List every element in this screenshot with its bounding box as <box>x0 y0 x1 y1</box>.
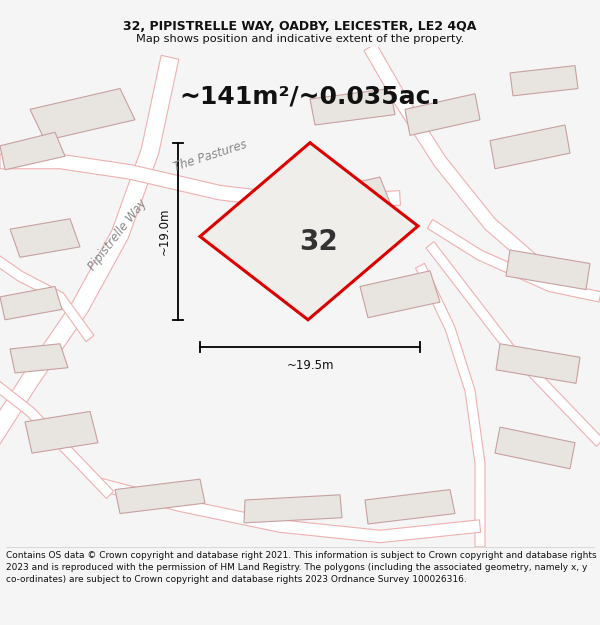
Polygon shape <box>405 94 480 136</box>
Polygon shape <box>200 142 418 320</box>
Polygon shape <box>30 89 135 141</box>
Text: The Pastures: The Pastures <box>172 138 248 174</box>
Polygon shape <box>426 241 600 446</box>
Text: 32, PIPISTRELLE WAY, OADBY, LEICESTER, LE2 4QA: 32, PIPISTRELLE WAY, OADBY, LEICESTER, L… <box>124 20 476 32</box>
Polygon shape <box>10 219 80 258</box>
Polygon shape <box>510 66 578 96</box>
Polygon shape <box>0 286 62 320</box>
Polygon shape <box>360 271 440 318</box>
Polygon shape <box>427 219 600 302</box>
Polygon shape <box>25 411 98 453</box>
Polygon shape <box>364 43 554 282</box>
Polygon shape <box>0 251 94 342</box>
Text: ~19.0m: ~19.0m <box>157 208 170 255</box>
Polygon shape <box>495 427 575 469</box>
Polygon shape <box>496 344 580 383</box>
Polygon shape <box>0 154 400 211</box>
Text: ~141m²/~0.035ac.: ~141m²/~0.035ac. <box>179 85 440 109</box>
Polygon shape <box>310 89 395 125</box>
Polygon shape <box>506 250 590 289</box>
Polygon shape <box>0 55 179 448</box>
Text: Contains OS data © Crown copyright and database right 2021. This information is : Contains OS data © Crown copyright and d… <box>6 551 596 584</box>
Polygon shape <box>244 495 342 523</box>
Polygon shape <box>115 479 205 514</box>
Text: Map shows position and indicative extent of the property.: Map shows position and indicative extent… <box>136 34 464 44</box>
Polygon shape <box>0 132 65 170</box>
Text: Pipistrelle Way: Pipistrelle Way <box>86 196 150 272</box>
Polygon shape <box>365 489 455 524</box>
Polygon shape <box>10 344 68 373</box>
Polygon shape <box>416 263 485 547</box>
Polygon shape <box>98 478 481 542</box>
Polygon shape <box>0 376 113 499</box>
Polygon shape <box>310 177 395 231</box>
Polygon shape <box>490 125 570 169</box>
Text: ~19.5m: ~19.5m <box>286 359 334 372</box>
Text: 32: 32 <box>299 228 338 256</box>
